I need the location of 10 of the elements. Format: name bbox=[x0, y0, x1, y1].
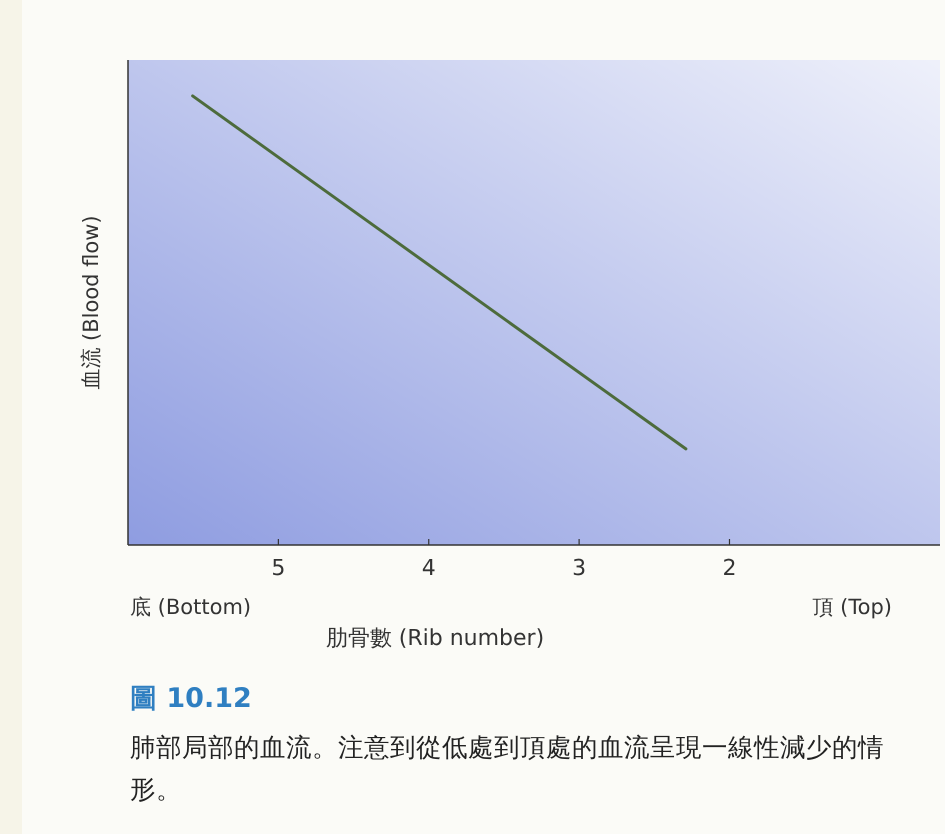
text: 肺部局部的血流。注意到從低處到頂處的血流呈現一線性減少的情形。 bbox=[130, 732, 885, 807]
x-tick-label: 4 bbox=[422, 556, 436, 581]
x-tick-label: 3 bbox=[572, 556, 586, 581]
x-tick-label: 2 bbox=[722, 556, 736, 581]
x-axis-title: 肋骨數 (Rib number) bbox=[326, 626, 544, 651]
text: 頂 (Top) bbox=[812, 595, 892, 619]
y-axis-title: 血流 (Blood flow) bbox=[79, 215, 103, 390]
x-tick-label: 5 bbox=[271, 556, 286, 581]
text: 底 (Bottom) bbox=[130, 595, 252, 619]
text: 圖 10.12 bbox=[130, 682, 252, 716]
